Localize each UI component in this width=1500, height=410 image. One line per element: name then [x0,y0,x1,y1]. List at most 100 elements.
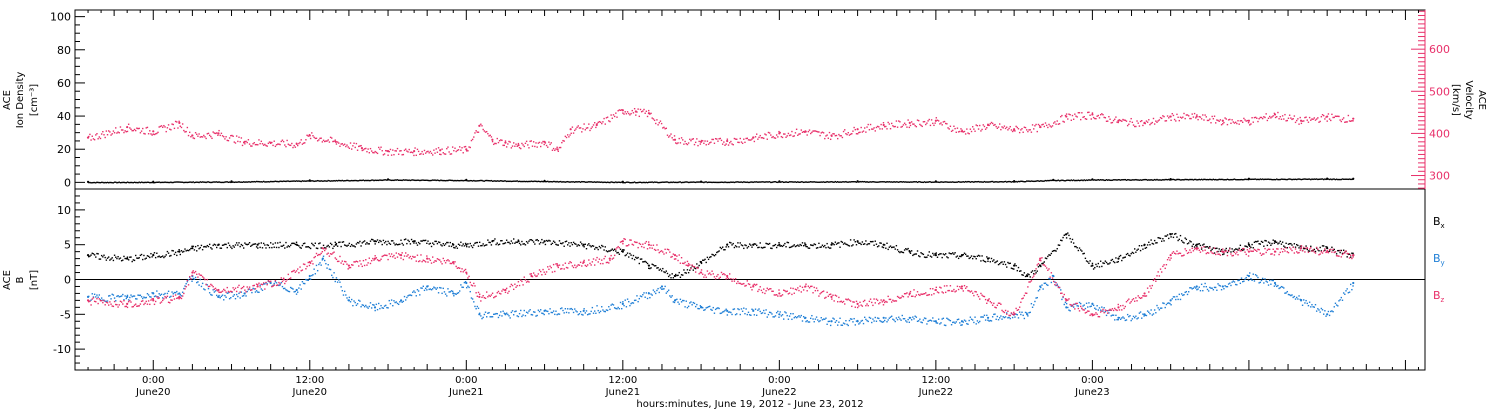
density-series-point [497,180,500,182]
density-series-point [1026,180,1028,182]
by-series-point [1280,285,1283,288]
density-series-point [226,181,228,183]
density-series-point [248,181,251,183]
bx-series-marker [126,257,129,260]
density-series-point [838,181,840,183]
density-series-point [717,181,719,184]
bx-series-point [1233,249,1236,251]
velocity-series-point [1047,126,1049,129]
velocity-series-point [332,140,334,143]
by-series-point [1245,277,1247,279]
bx-series-point [804,242,806,244]
bx-series-point [1045,257,1048,260]
density-series-point [1226,178,1229,180]
density-series-point [363,179,366,182]
density-series-marker [386,178,390,181]
density-series-point [126,181,129,183]
velocity-series-point [1041,124,1043,126]
bx-series-point [1027,273,1029,275]
by-series-point [142,297,144,300]
by-series-point [1028,311,1030,314]
velocity-series-point [306,134,308,137]
bz-series-point [169,302,171,304]
velocity-series-point [169,128,171,130]
bz-series-point [252,284,254,287]
bx-series-marker [1247,243,1251,246]
bz-series-point [196,273,198,276]
bx-series-point [854,241,857,243]
by-series-point [1064,301,1067,304]
density-series-point [633,181,636,183]
bz-series-point [144,302,146,304]
by-series-point [676,298,678,301]
velocity-series-marker [465,148,468,151]
by-series-point [824,318,826,320]
density-series-point [396,179,399,181]
by-series-marker [660,285,664,288]
velocity-series-point [504,140,507,142]
bx-series-point [122,259,124,261]
velocity-series-point [336,141,339,143]
velocity-series-point [1185,114,1188,116]
velocity-series-point [456,149,459,152]
bx-series-point [1266,244,1269,247]
bx-series-point [279,241,281,244]
density-series-point [1263,178,1265,181]
density-series-point [1337,178,1339,181]
bx-series-point [1145,246,1148,249]
density-series-point [1334,178,1337,181]
density-series-point [725,181,727,184]
by-series-point [994,313,996,315]
by-series-point [632,302,635,304]
velocity-series-point [915,125,918,128]
bx-series-point [403,238,406,241]
by-series-point [340,286,342,288]
bx-series-point [1225,247,1227,250]
velocity-series-point [1210,122,1212,124]
velocity-series-point [385,149,387,152]
bx-series-point [88,255,90,258]
density-series-point [159,181,162,184]
velocity-series-point [569,134,571,136]
density-series-point [617,181,619,183]
by-series-point [151,292,153,294]
bx-series-point [392,240,394,242]
bz-series-point [254,288,257,290]
bx-series-point [1217,250,1219,253]
density-series-point [788,181,791,183]
bx-series-point [675,273,677,276]
by-series-point [150,296,152,298]
density-series-point [1243,178,1245,181]
velocity-series-point [1116,121,1118,123]
density-series-point [679,181,682,183]
bx-series-point [721,246,724,248]
velocity-series-point [1341,118,1344,121]
velocity-series-point [818,131,820,133]
density-series-point [556,180,558,183]
bx-series-point [621,250,623,252]
by-series-point [1224,285,1226,287]
density-series-point [160,181,163,184]
by-series-point [1312,306,1314,308]
bx-series-marker [1065,233,1068,236]
velocity-series-marker [804,130,807,133]
by-series-point [166,292,169,295]
density-series-point [871,181,873,183]
density-series-point [989,181,992,183]
bz-series-point [170,299,172,301]
velocity-series-point [515,143,517,145]
by-series-point [991,316,994,318]
by-series-point [510,311,513,314]
velocity-series-point [1216,119,1218,121]
bx-series-point [1212,247,1215,249]
bx-series-point [881,246,884,248]
bx-series-point [1043,261,1046,263]
bx-series-point [1076,247,1078,249]
velocity-series-point [558,146,561,149]
velocity-series-point [982,124,984,126]
bx-series-point [144,258,146,260]
density-series-point [228,181,231,183]
by-series-point [467,285,469,287]
density-series-marker [1091,178,1094,181]
by-series-point [908,321,911,324]
